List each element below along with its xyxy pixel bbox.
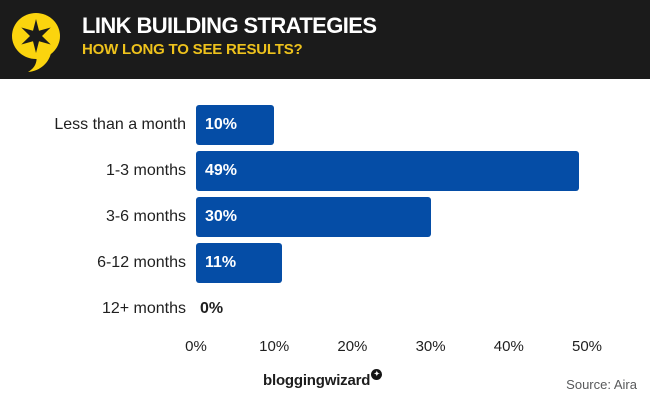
chart-row: 3-6 months 30%: [0, 197, 650, 237]
category-label: 12+ months: [101, 300, 186, 317]
category-label: 1-3 months: [105, 162, 186, 179]
x-axis-tick-label: 20%: [337, 338, 368, 355]
category-label: Less than a month: [54, 116, 186, 133]
category-label: 6-12 months: [97, 254, 186, 271]
value-label: 30%: [205, 208, 238, 225]
header-titles: LINK BUILDING STRATEGIES HOW LONG TO SEE…: [82, 13, 377, 58]
x-axis-tick-label: 50%: [571, 338, 603, 355]
bar: 11%: [196, 243, 283, 283]
chart-row: 6-12 months 11%: [0, 243, 650, 283]
chart-row: 1-3 months 49%: [0, 151, 650, 191]
bar-zone: 30%: [196, 197, 587, 237]
bar-zone: 0%: [196, 289, 587, 329]
bar: 49%: [196, 151, 580, 191]
bar: 30%: [196, 197, 431, 237]
category-label: 3-6 months: [105, 208, 186, 225]
x-axis-tick-label: 10%: [259, 338, 290, 355]
star-badge-icon: ✦: [371, 369, 383, 380]
bar-zone: 11%: [196, 243, 587, 283]
page-subtitle: HOW LONG TO SEE RESULTS?: [82, 41, 303, 58]
x-axis-tick-label: 0%: [185, 338, 207, 355]
page-title: LINK BUILDING STRATEGIES: [82, 13, 377, 38]
bar-zone: 49%: [196, 151, 587, 191]
source-credit: Source: Aira: [566, 377, 637, 392]
x-axis-tick-label: 30%: [415, 338, 446, 355]
header-banner: LINK BUILDING STRATEGIES HOW LONG TO SEE…: [0, 0, 650, 79]
bar: 10%: [196, 105, 275, 145]
value-label: 10%: [205, 116, 238, 133]
wordmark-text: bloggingwizard: [263, 372, 371, 389]
value-label: 49%: [205, 162, 238, 179]
chart-row: 12+ months 0%: [0, 289, 650, 329]
x-axis-tick-label: 40%: [493, 338, 524, 355]
wordmark: bloggingwizard ✦: [263, 369, 383, 389]
value-label: 0%: [200, 300, 224, 317]
x-axis: 0% 10% 20% 30% 40% 50%: [185, 338, 602, 356]
blogging-wizard-logo-icon: [12, 13, 60, 72]
value-label: 11%: [205, 254, 237, 271]
bar-zone: 10%: [196, 105, 587, 145]
chart-row: Less than a month 10%: [0, 105, 650, 145]
bar-chart: Less than a month 10% 1-3 months 49% 3-6 mon…: [0, 105, 650, 335]
